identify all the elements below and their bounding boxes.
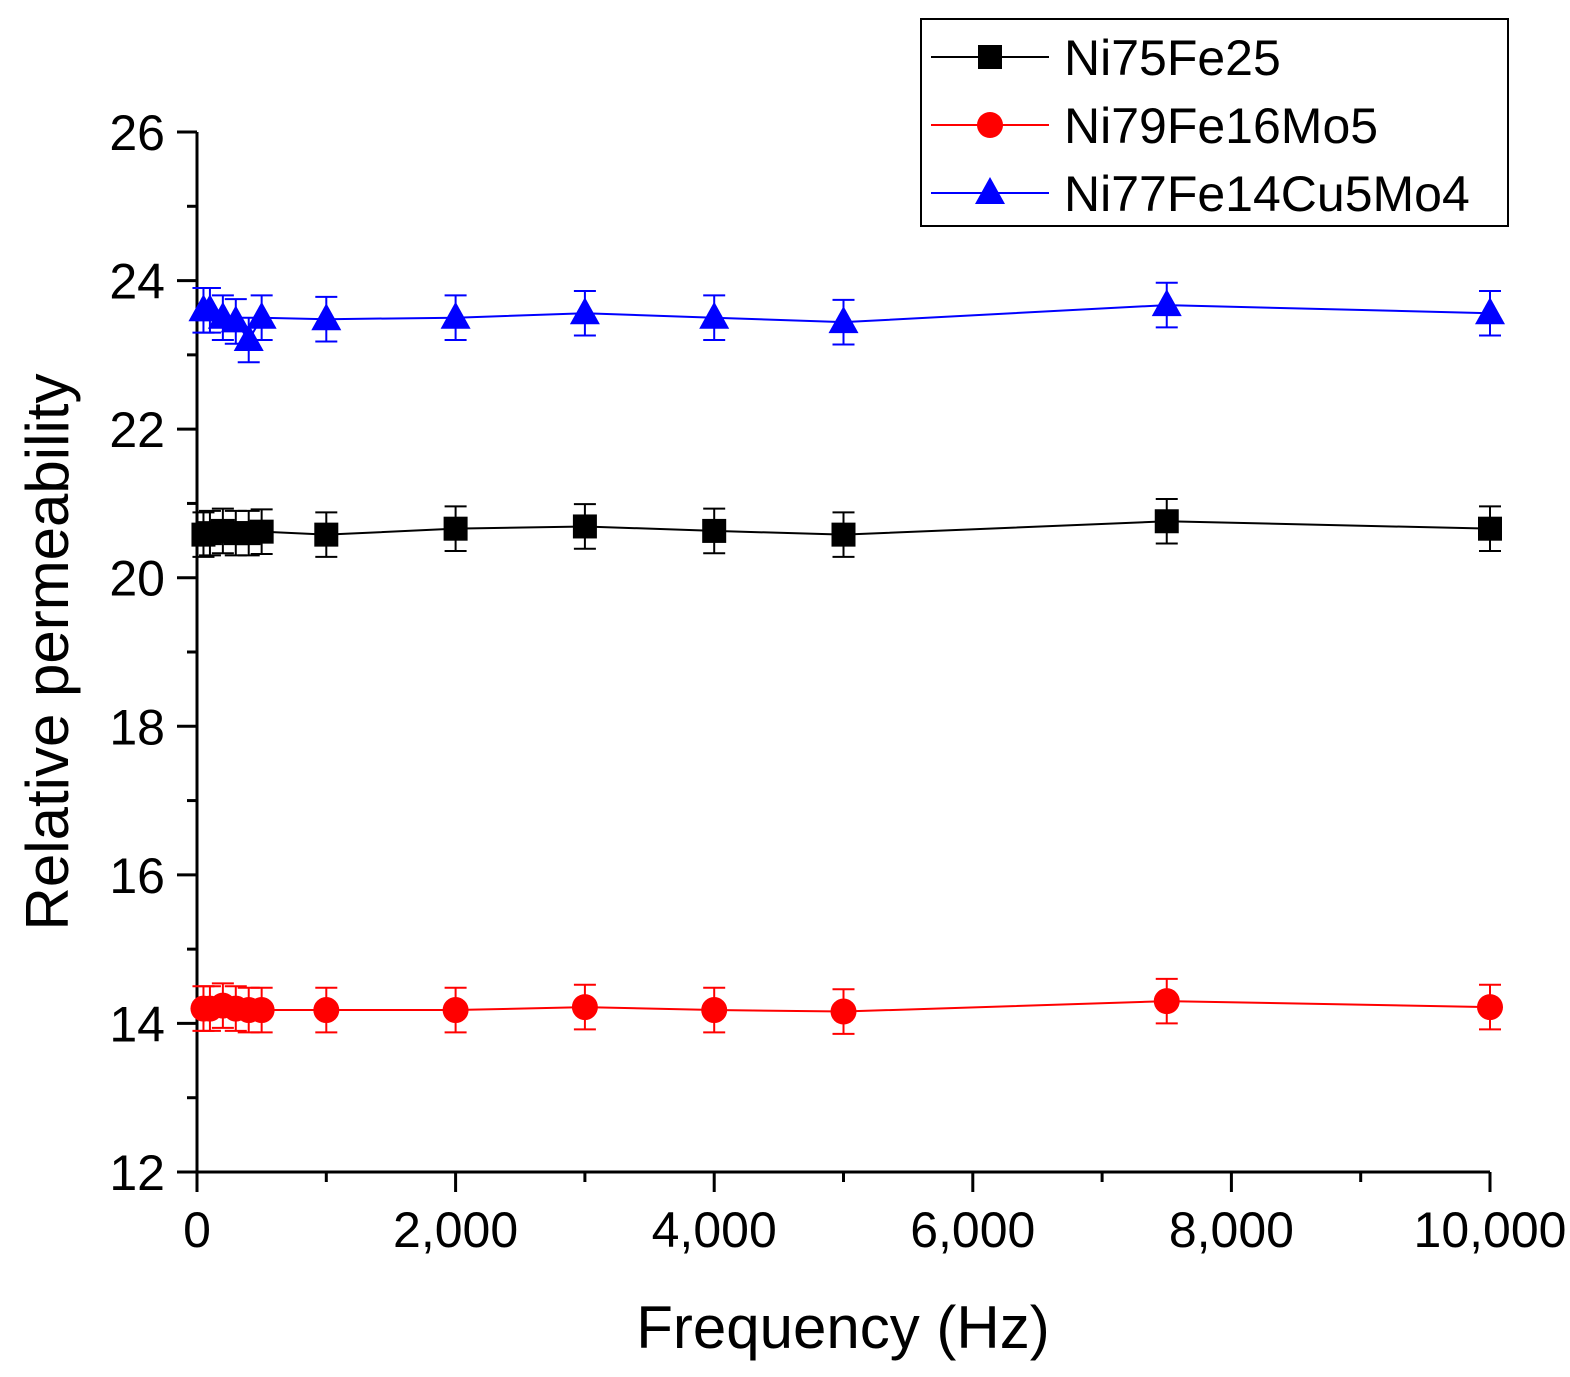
legend-marker <box>978 45 1002 69</box>
data-point <box>830 998 857 1025</box>
data-point <box>1475 297 1505 325</box>
y-tick-label: 24 <box>109 254 165 310</box>
data-point <box>314 522 339 547</box>
y-tick-label: 26 <box>109 105 165 161</box>
data-point <box>1151 289 1182 317</box>
series-layer <box>188 281 1505 1035</box>
series-Ni75Fe25 <box>191 497 1502 558</box>
series-Ni77Fe14Cu5Mo4 <box>188 281 1505 364</box>
y-tick-label: 22 <box>109 402 165 458</box>
data-point <box>1153 988 1180 1015</box>
x-tick-label: 6,000 <box>910 1202 1035 1258</box>
legend-label: Ni77Fe14Cu5Mo4 <box>1064 166 1470 222</box>
y-axis-title: Relative permeability <box>14 374 81 931</box>
data-point <box>442 997 469 1024</box>
data-point <box>313 997 340 1024</box>
y-tick-label: 12 <box>109 1145 165 1201</box>
data-point <box>311 303 342 331</box>
data-point <box>220 305 251 333</box>
y-tick-label: 14 <box>109 996 165 1052</box>
data-point <box>569 297 600 325</box>
legend-label: Ni75Fe25 <box>1064 30 1281 86</box>
legend-marker <box>977 112 1003 138</box>
data-point <box>831 522 856 547</box>
data-point <box>702 518 727 543</box>
data-point <box>1477 994 1503 1021</box>
legend-box <box>920 18 1509 227</box>
data-point <box>1154 509 1179 534</box>
x-axis-title: Frequency (Hz) <box>636 1294 1049 1361</box>
data-point <box>699 301 730 329</box>
data-point <box>246 301 277 329</box>
y-tick-label: 20 <box>109 551 165 607</box>
x-tick-label: 8,000 <box>1169 1202 1294 1258</box>
legend-label: Ni79Fe16Mo5 <box>1064 98 1378 154</box>
x-tick-label: 2,000 <box>393 1202 518 1258</box>
legend-marker <box>975 177 1005 204</box>
data-point <box>701 997 728 1024</box>
series-Ni79Fe16Mo5 <box>190 977 1503 1035</box>
data-point <box>572 514 597 539</box>
x-tick-label: 10,000 <box>1414 1202 1567 1258</box>
data-point <box>828 306 859 334</box>
data-point <box>249 519 274 544</box>
axes: 12 14 16 18 20 22 24 26 0 2,000 4,000 6,000 8,000 10,… <box>109 105 1566 1258</box>
y-tick-label: 16 <box>109 848 165 904</box>
data-point <box>443 516 468 541</box>
data-point <box>1478 516 1502 541</box>
x-tick-label: 0 <box>183 1202 211 1258</box>
legend: Ni75Fe25 Ni79Fe16Mo5 Ni77Fe14Cu5Mo4 <box>920 18 1509 227</box>
data-point <box>248 997 275 1024</box>
y-tick-label: 18 <box>109 699 165 755</box>
x-tick-label: 4,000 <box>652 1202 777 1258</box>
data-point <box>233 324 264 351</box>
data-point <box>440 301 471 329</box>
data-point <box>571 994 598 1021</box>
